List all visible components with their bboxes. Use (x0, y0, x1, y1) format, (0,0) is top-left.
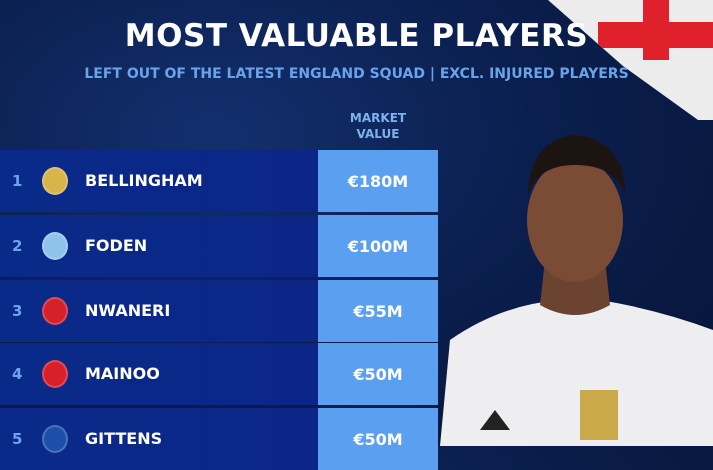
player-cell: 3 NWANERI (0, 280, 318, 342)
player-cell: 2 FODEN (0, 215, 318, 277)
rank: 2 (12, 237, 23, 255)
player-name: NWANERI (85, 301, 171, 320)
market-value: €50M (318, 408, 438, 470)
player-name: BELLINGHAM (85, 171, 203, 190)
table-row: 3 NWANERI €55M (0, 280, 438, 342)
table-row: 1 BELLINGHAM €180M (0, 150, 438, 212)
table-row: 4 MAINOO €50M (0, 343, 438, 405)
player-cell: 5 GITTENS (0, 408, 318, 470)
real-madrid-crest-icon (42, 167, 68, 195)
market-value: €180M (318, 150, 438, 212)
manchester-city-crest-icon (42, 232, 68, 260)
rank: 3 (12, 302, 23, 320)
manchester-united-crest-icon (42, 360, 68, 388)
chelsea-crest-icon (42, 425, 68, 453)
player-name: GITTENS (85, 429, 163, 448)
market-value: €100M (318, 215, 438, 277)
market-value: €55M (318, 280, 438, 342)
market-value: €50M (318, 343, 438, 405)
subtitle: LEFT OUT OF THE LATEST ENGLAND SQUAD | E… (84, 66, 629, 82)
player-name: FODEN (85, 236, 148, 255)
table-row: 2 FODEN €100M (0, 215, 438, 277)
table-row: 5 GITTENS €50M (0, 408, 438, 470)
rank: 5 (12, 430, 23, 448)
player-cell: 4 MAINOO (0, 343, 318, 405)
rank: 4 (12, 365, 23, 383)
player-photo (440, 135, 713, 446)
page-title: MOST VALUABLE PLAYERS (124, 18, 589, 54)
rank: 1 (12, 172, 23, 190)
player-cell: 1 BELLINGHAM (0, 150, 318, 212)
player-name: MAINOO (85, 364, 160, 383)
arsenal-crest-icon (42, 297, 68, 325)
market-value-header: MARKET VALUE (349, 111, 407, 141)
